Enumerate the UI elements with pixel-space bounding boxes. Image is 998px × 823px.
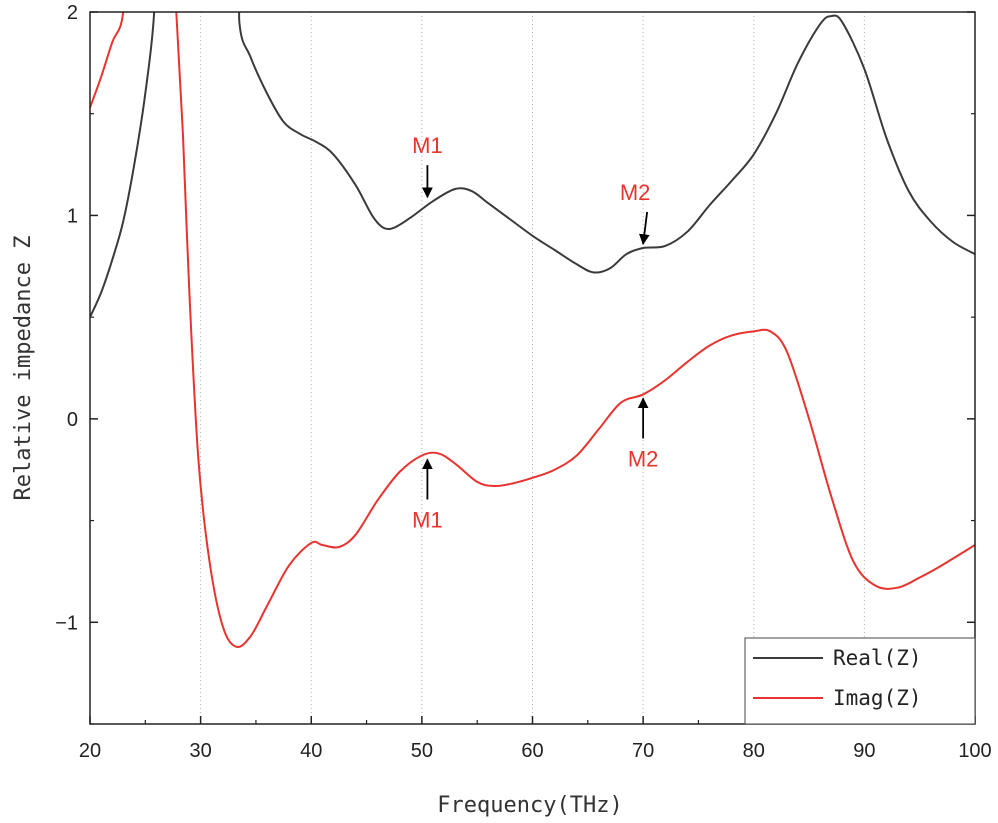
- annotation-label-m1: M1: [412, 133, 443, 158]
- grid: [200, 12, 865, 724]
- x-tick-label: 80: [743, 740, 765, 762]
- x-tick-label: 70: [632, 740, 654, 762]
- y-axis-label: Relative impedance Z: [11, 236, 36, 501]
- tick-labels: 20 30 40 50 60 70 80 90 100 −1 0 1 2: [55, 2, 992, 762]
- y-tick-label: −1: [55, 612, 78, 634]
- series-line-real-z: [90, 12, 975, 318]
- x-tick-label: 50: [411, 740, 433, 762]
- x-tick-label: 100: [958, 740, 991, 762]
- annotation-label-m2: M2: [628, 446, 659, 471]
- axes-frame: [89, 11, 976, 725]
- y-tick-label: 0: [67, 409, 78, 431]
- y-tick-label: 1: [67, 205, 78, 227]
- legend: Real(Z) Imag(Z): [744, 637, 976, 725]
- x-tick-label: 40: [300, 740, 322, 762]
- x-tick-label: 30: [190, 740, 212, 762]
- plot-series: [90, 12, 975, 649]
- annotations: M1 M2 M1 M2: [412, 133, 658, 532]
- x-tick-label: 20: [79, 740, 101, 762]
- legend-entry: Imag(Z): [833, 686, 922, 710]
- y-tick-label: 2: [67, 2, 78, 24]
- legend-box: [744, 637, 976, 725]
- annotation-label-m2: M2: [620, 180, 651, 205]
- series-line-imag-z: [90, 12, 975, 649]
- legend-entry: Real(Z): [833, 646, 922, 670]
- annotation-arrow: [638, 211, 650, 246]
- x-tick-label: 90: [853, 740, 875, 762]
- x-axis-label: Frequency(THz): [437, 793, 622, 818]
- x-tick-label: 60: [521, 740, 543, 762]
- annotation-label-m1: M1: [412, 507, 443, 532]
